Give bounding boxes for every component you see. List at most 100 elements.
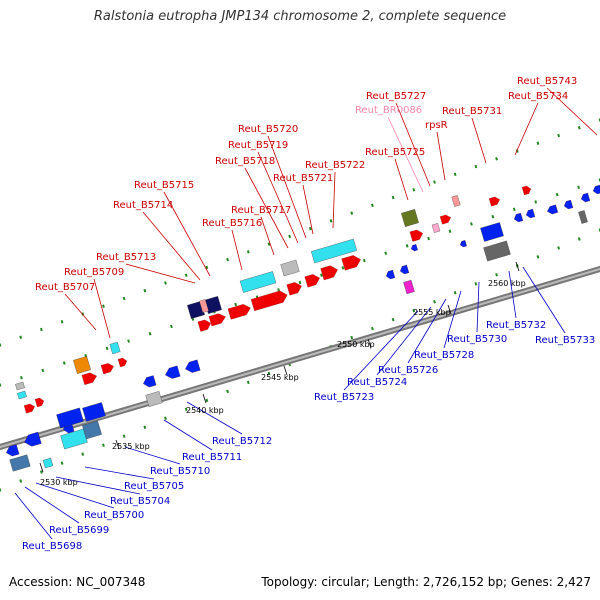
outer-dot	[412, 188, 416, 192]
pink-gene	[451, 195, 461, 207]
minus-gene-arrow	[6, 444, 20, 457]
plus-gene-label: Reut_B5713	[96, 252, 156, 263]
plus-gene-arrow	[117, 357, 127, 368]
plus-dot	[20, 375, 23, 380]
plus-gene-arrow	[197, 319, 211, 332]
plus-leader-line	[332, 171, 336, 229]
cyan-gene	[239, 271, 277, 293]
minus-gene-label: Reut_B5724	[347, 377, 407, 388]
bp-ticks: 2530 kbp 2535 kbp 2540 kbp 2545 kbp 2550 kbp…	[39, 261, 526, 487]
minus-dot	[81, 452, 85, 456]
darkgray-gene	[483, 240, 511, 262]
plus-gene-label: Reut_B5722	[305, 160, 365, 171]
steelblue-gene	[82, 420, 102, 440]
plus-leader-line	[64, 293, 97, 331]
plus-dot	[512, 207, 516, 212]
minus-gene-label: Reut_B5728	[414, 350, 474, 361]
outer-dot	[19, 335, 23, 339]
minus-gene-arrow	[400, 264, 410, 275]
plus-gene-arrow	[286, 282, 302, 296]
plus-gene-label: rpsR	[425, 120, 448, 131]
plus-gene-label: Reut_B5743	[517, 76, 577, 87]
plus-dot	[0, 383, 2, 387]
plus-gene-label: Reut_B5717	[231, 205, 291, 216]
plus-dot	[577, 185, 580, 190]
outer-dot	[536, 141, 540, 145]
tick-mark	[39, 462, 44, 473]
minus-dot	[474, 282, 478, 286]
outer-dot	[164, 281, 167, 285]
cyan-gene	[311, 238, 357, 264]
plus-gene-label: Reut_B5709	[64, 267, 124, 278]
minus-gene-label: Reut_B5723	[314, 392, 374, 403]
outer-dot	[60, 320, 64, 324]
cyan-gene	[109, 341, 121, 355]
outer-dot	[577, 126, 581, 130]
minus-dot	[371, 326, 374, 331]
plus-gene-arrow	[304, 274, 320, 288]
minus-gene-label: Reut_B5699	[49, 525, 109, 536]
pink-gene	[431, 223, 441, 233]
minus-gene-arrow	[24, 431, 42, 447]
minus-dot	[184, 407, 188, 412]
minus-dot	[577, 237, 581, 241]
minus-dot	[453, 291, 457, 295]
outer-dot	[474, 164, 478, 169]
outer-dot	[288, 234, 292, 239]
olive-gene	[401, 209, 419, 227]
minus-leader-line	[343, 310, 419, 391]
outer-dot	[184, 273, 188, 277]
plus-leader-line	[394, 158, 409, 201]
plus-leader-line	[260, 216, 275, 256]
plus-dot	[105, 346, 109, 351]
plus-dot	[62, 361, 66, 365]
plus-leader-line	[257, 151, 299, 244]
plus-dot	[384, 251, 388, 255]
minus-leader-line	[508, 270, 517, 319]
minus-gene-label: Reut_B5726	[378, 365, 438, 376]
outer-dot	[122, 296, 126, 301]
sequence-backbone	[0, 265, 600, 451]
plus-gene-arrow	[23, 403, 35, 414]
minus-leader-line	[443, 290, 462, 349]
minus-leader-line	[376, 306, 432, 376]
plus-gene-label: Reut_B5734	[508, 91, 568, 102]
plus-gene-arrow	[439, 214, 451, 225]
outer-dot	[39, 327, 43, 332]
tick-mark	[515, 261, 520, 272]
label-leaders	[14, 87, 598, 540]
plus-gene-label: Reut_B5707	[35, 282, 95, 293]
outer-dot	[371, 203, 374, 208]
minus-gene-label: Reut_B5698	[22, 541, 82, 552]
minus-leader-line	[124, 446, 181, 465]
map-title: Ralstonia eutropha JMP134 chromosome 2, …	[93, 9, 507, 24]
plus-gene-label: Reut_B5721	[273, 173, 333, 184]
minus-dot	[412, 308, 416, 313]
tick-label: 2560 kbp	[488, 279, 526, 288]
minus-dot	[102, 443, 105, 447]
plus-dot	[341, 266, 345, 270]
outer-dot	[391, 195, 395, 200]
minus-gene-arrow	[460, 240, 467, 248]
minus-dot	[39, 470, 43, 474]
darkgray-gene	[578, 210, 588, 224]
tick-mark	[283, 365, 288, 376]
tick-label: 2550 kbp	[337, 340, 375, 349]
plus-leader-line	[231, 229, 243, 271]
outer-dot	[0, 343, 2, 347]
minus-gene-label: Reut_B5730	[447, 334, 507, 345]
gray-gene	[280, 259, 300, 277]
tick-label: 2545 kbp	[261, 373, 299, 382]
plus-leader-line	[93, 278, 111, 339]
minus-dot	[350, 335, 354, 340]
blue-gene	[56, 407, 84, 429]
minus-leader-line	[35, 482, 115, 509]
plus-leader-line	[244, 167, 289, 249]
plus-leader-line	[395, 102, 431, 187]
plus-gene-arrow	[409, 229, 423, 242]
plus-gene-arrow	[208, 313, 226, 327]
minus-leader-line	[14, 492, 53, 540]
outer-dot	[226, 257, 229, 262]
minus-gene-arrow	[593, 184, 600, 195]
blue-gene	[480, 222, 504, 242]
